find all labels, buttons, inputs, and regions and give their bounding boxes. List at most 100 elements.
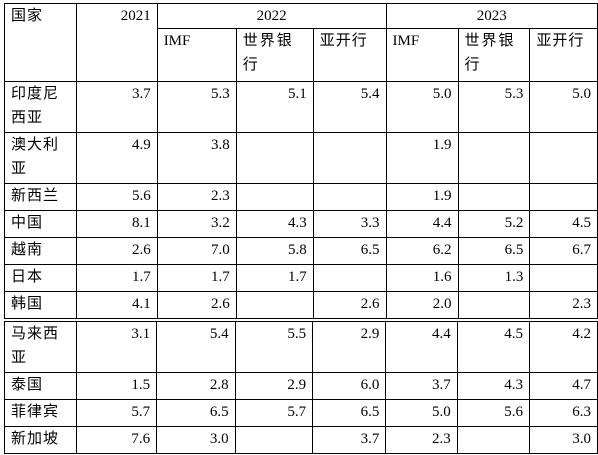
value-worldbank-2023: 6.5 xyxy=(457,237,531,265)
country-name: 日本 xyxy=(4,264,77,292)
value-adb-2023: 5.0 xyxy=(529,81,598,133)
source-imf-2023: IMF xyxy=(385,28,459,82)
value-2021: 1.5 xyxy=(75,372,158,400)
value-imf-2022: 1.7 xyxy=(156,264,237,292)
value-adb-2023 xyxy=(529,132,598,184)
country-name: 中国 xyxy=(4,210,77,238)
value-imf-2022: 3.0 xyxy=(156,426,236,454)
value-adb-2023: 4.5 xyxy=(529,210,598,238)
value-worldbank-2023: 5.3 xyxy=(457,81,531,133)
value-imf-2022: 3.2 xyxy=(156,210,237,238)
value-worldbank-2023: 5.6 xyxy=(456,399,531,427)
value-worldbank-2022 xyxy=(234,426,314,454)
country-name: 韩国 xyxy=(4,291,77,319)
value-adb-2022: 6.0 xyxy=(312,372,387,400)
value-worldbank-2022 xyxy=(235,291,314,319)
value-imf-2022: 7.0 xyxy=(156,237,237,265)
value-2021: 3.7 xyxy=(75,81,158,133)
table-row: 澳大利亚 4.9 3.8 1.9 xyxy=(4,132,598,184)
value-worldbank-2023 xyxy=(456,426,531,454)
value-worldbank-2022: 5.7 xyxy=(234,399,314,427)
value-adb-2022: 2.6 xyxy=(312,291,387,319)
value-imf-2023: 2.3 xyxy=(385,426,458,454)
value-2021: 4.1 xyxy=(75,291,158,319)
country-name: 菲律宾 xyxy=(4,399,77,427)
value-worldbank-2023: 4.3 xyxy=(456,372,531,400)
country-name: 越南 xyxy=(4,237,77,265)
value-worldbank-2022: 2.9 xyxy=(234,372,314,400)
value-adb-2023 xyxy=(529,264,598,292)
year-2023-header: 2023 xyxy=(385,3,598,29)
value-worldbank-2023 xyxy=(457,132,531,184)
value-adb-2023: 6.3 xyxy=(529,399,598,427)
value-imf-2022: 2.6 xyxy=(156,291,237,319)
value-adb-2022: 3.7 xyxy=(312,426,387,454)
value-2021: 8.1 xyxy=(75,210,158,238)
table-row: 日本 1.7 1.7 1.7 1.6 1.3 xyxy=(4,264,598,292)
value-adb-2022: 6.5 xyxy=(312,399,387,427)
table-row: 韩国 4.1 2.6 2.6 2.0 2.3 xyxy=(4,291,598,319)
value-adb-2022 xyxy=(312,132,387,184)
value-imf-2023: 1.6 xyxy=(385,264,459,292)
table-row: 马来西亚 3.1 5.4 5.5 2.9 4.4 4.5 4.2 xyxy=(4,321,598,373)
value-worldbank-2023: 4.5 xyxy=(456,321,531,373)
value-imf-2022: 5.4 xyxy=(156,321,236,373)
value-2021: 2.6 xyxy=(75,237,158,265)
value-adb-2023: 6.7 xyxy=(529,237,598,265)
value-adb-2022 xyxy=(312,183,387,211)
country-name: 泰国 xyxy=(4,372,77,400)
value-imf-2022: 6.5 xyxy=(156,399,236,427)
value-adb-2022: 6.5 xyxy=(312,237,387,265)
value-worldbank-2022: 5.5 xyxy=(234,321,314,373)
value-imf-2023: 1.9 xyxy=(385,132,459,184)
table-row: 越南 2.6 7.0 5.8 6.5 6.2 6.5 6.7 xyxy=(4,237,598,265)
forecast-table-main: 国家 2021 2022 2023 IMF 世界银行 亚开行 IMF 世界银行 … xyxy=(4,3,598,319)
country-name: 新加坡 xyxy=(4,426,77,454)
value-worldbank-2022: 1.7 xyxy=(235,264,314,292)
value-worldbank-2022 xyxy=(235,132,314,184)
value-2021: 7.6 xyxy=(75,426,158,454)
table-row: 中国 8.1 3.2 4.3 3.3 4.4 5.2 4.5 xyxy=(4,210,598,238)
value-worldbank-2022: 5.8 xyxy=(235,237,314,265)
forecast-table-continued: 马来西亚 3.1 5.4 5.5 2.9 4.4 4.5 4.2 泰国 1.5 2.8 2.9 6.0 3… xyxy=(4,321,598,454)
value-worldbank-2023 xyxy=(457,183,531,211)
value-worldbank-2022: 4.3 xyxy=(235,210,314,238)
country-name: 印度尼西亚 xyxy=(4,81,77,133)
value-adb-2023: 3.0 xyxy=(529,426,598,454)
table-row: 新加坡 7.6 3.0 3.7 2.3 3.0 xyxy=(4,426,598,454)
source-worldbank-2023: 世界银行 xyxy=(457,28,531,82)
value-2021: 1.7 xyxy=(75,264,158,292)
value-adb-2022 xyxy=(312,264,387,292)
value-imf-2023: 3.7 xyxy=(385,372,458,400)
value-imf-2023: 5.0 xyxy=(385,399,458,427)
header-source-row: IMF 世界银行 亚开行 IMF 世界银行 亚开行 xyxy=(5,28,598,82)
value-adb-2022: 5.4 xyxy=(312,81,387,133)
value-adb-2023: 4.7 xyxy=(529,372,598,400)
value-adb-2023: 2.3 xyxy=(529,291,598,319)
source-imf-2022: IMF xyxy=(156,28,237,82)
value-imf-2022: 3.8 xyxy=(156,132,237,184)
value-worldbank-2022 xyxy=(235,183,314,211)
country-name: 马来西亚 xyxy=(4,321,77,373)
table-row: 泰国 1.5 2.8 2.9 6.0 3.7 4.3 4.7 xyxy=(4,372,598,400)
value-imf-2022: 2.8 xyxy=(156,372,236,400)
value-2021: 4.9 xyxy=(75,132,158,184)
value-adb-2022: 3.3 xyxy=(312,210,387,238)
value-imf-2023: 2.0 xyxy=(385,291,459,319)
source-adb-2023: 亚开行 xyxy=(529,28,598,82)
country-name: 新西兰 xyxy=(4,183,77,211)
source-worldbank-2022: 世界银行 xyxy=(235,28,314,82)
value-imf-2023: 6.2 xyxy=(385,237,459,265)
value-adb-2023 xyxy=(529,183,598,211)
value-imf-2023: 5.0 xyxy=(385,81,459,133)
value-worldbank-2022: 5.1 xyxy=(235,81,314,133)
header-year-row: 国家 2021 2022 2023 xyxy=(4,3,598,82)
value-2021: 5.6 xyxy=(75,183,158,211)
value-imf-2022: 2.3 xyxy=(156,183,237,211)
year-2021-header: 2021 xyxy=(75,3,158,82)
value-2021: 3.1 xyxy=(75,321,158,373)
source-adb-2022: 亚开行 xyxy=(312,28,387,82)
value-worldbank-2023 xyxy=(457,291,531,319)
value-imf-2023: 1.9 xyxy=(385,183,459,211)
